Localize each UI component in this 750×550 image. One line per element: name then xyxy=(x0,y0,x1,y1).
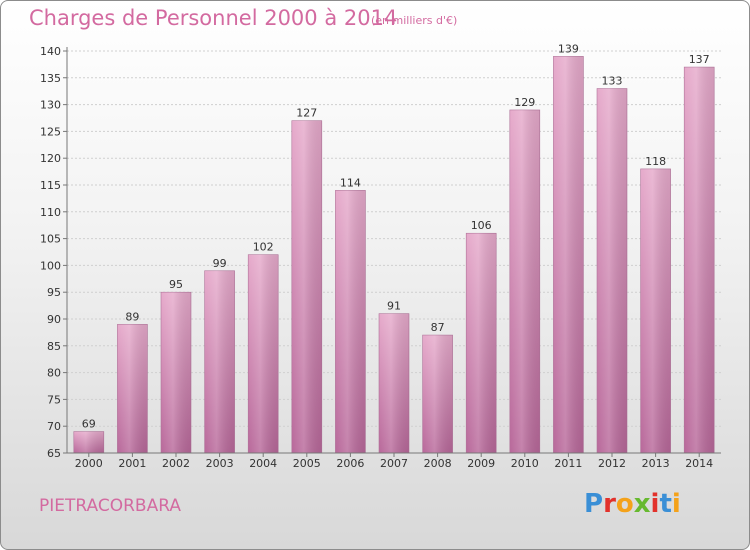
bar-shine xyxy=(597,88,627,454)
y-tick-label: 65 xyxy=(47,447,61,460)
bar-shine xyxy=(291,120,322,454)
y-tick-label: 115 xyxy=(40,179,61,192)
x-tick-label: 2013 xyxy=(642,457,670,470)
y-tick-label: 95 xyxy=(47,286,61,299)
x-tick-label: 2001 xyxy=(118,457,146,470)
data-label: 91 xyxy=(387,300,401,313)
x-tick-label: 2008 xyxy=(424,457,452,470)
data-label: 89 xyxy=(125,310,139,323)
x-tick-label: 2006 xyxy=(336,457,364,470)
y-tick-label: 135 xyxy=(40,72,61,85)
y-tick-label: 70 xyxy=(47,420,61,433)
data-label: 99 xyxy=(213,257,227,270)
logo-letter: t xyxy=(659,489,672,519)
data-labels: 69 89 95 99 102 127 114 91 87 106 129 139 133 118 137 xyxy=(82,42,710,430)
data-label: 139 xyxy=(558,42,579,55)
x-tick-label: 2000 xyxy=(75,457,103,470)
bar-shine xyxy=(117,324,148,453)
x-tick-label: 2005 xyxy=(293,457,321,470)
x-axis-ticks: 2000 2001 2002 2003 2004 2005 2006 2007 2008 2009… xyxy=(75,453,713,470)
y-tick-label: 75 xyxy=(47,393,61,406)
data-label: 114 xyxy=(340,176,361,189)
x-tick-label: 2014 xyxy=(685,457,713,470)
x-tick-label: 2009 xyxy=(467,457,495,470)
bar-shine xyxy=(640,168,671,454)
proxiti-logo[interactable]: Proxiti xyxy=(584,489,681,519)
y-tick-label: 120 xyxy=(40,152,61,165)
chart-title: Charges de Personnel 2000 à 2014 xyxy=(29,6,398,30)
bars xyxy=(73,56,715,454)
y-tick-label: 130 xyxy=(40,99,61,112)
data-label: 129 xyxy=(514,96,535,109)
bar-shine xyxy=(248,254,279,453)
x-tick-label: 2002 xyxy=(162,457,190,470)
logo-letter: i xyxy=(671,489,681,519)
bar-shine xyxy=(204,270,235,453)
x-tick-label: 2011 xyxy=(554,457,582,470)
x-tick-label: 2010 xyxy=(511,457,539,470)
y-tick-label: 110 xyxy=(40,206,61,219)
bar-shine xyxy=(553,56,584,454)
y-tick-label: 90 xyxy=(47,313,61,326)
bar-shine xyxy=(684,67,715,453)
bar-shine xyxy=(466,233,497,453)
bar-shine xyxy=(422,335,453,453)
bar-shine xyxy=(161,292,191,453)
commune-name: PIETRACORBARA xyxy=(39,496,181,516)
logo-letter: o xyxy=(615,489,634,519)
x-tick-label: 2012 xyxy=(598,457,626,470)
data-label: 118 xyxy=(645,155,666,168)
y-tick-label: 85 xyxy=(47,340,61,353)
bar-shine xyxy=(73,431,104,453)
x-tick-label: 2004 xyxy=(249,457,277,470)
chart-subtitle: (en milliers d'€) xyxy=(371,14,458,27)
data-label: 69 xyxy=(82,418,96,431)
bar-shine xyxy=(509,109,540,454)
data-label: 87 xyxy=(431,321,445,334)
data-label: 133 xyxy=(602,75,623,88)
logo-letter: i xyxy=(650,489,660,519)
x-tick-label: 2007 xyxy=(380,457,408,470)
y-tick-label: 140 xyxy=(40,45,61,58)
logo-letter: x xyxy=(633,489,651,519)
y-tick-label: 125 xyxy=(40,125,61,138)
logo-letter: P xyxy=(584,489,604,519)
y-axis-ticks: 65 70 75 80 85 90 95 100 105 110 115 120 125 130 135 14… xyxy=(40,45,67,460)
bar-shine xyxy=(335,190,366,454)
y-tick-label: 100 xyxy=(40,259,61,272)
data-label: 106 xyxy=(471,219,492,232)
logo-letter: r xyxy=(603,489,616,519)
data-label: 127 xyxy=(296,107,317,120)
data-label: 95 xyxy=(169,278,183,291)
data-label: 137 xyxy=(689,53,710,66)
y-tick-label: 80 xyxy=(47,367,61,380)
x-tick-label: 2003 xyxy=(206,457,234,470)
y-tick-label: 105 xyxy=(40,233,61,246)
data-label: 102 xyxy=(253,241,274,254)
bar-shine xyxy=(379,313,409,453)
